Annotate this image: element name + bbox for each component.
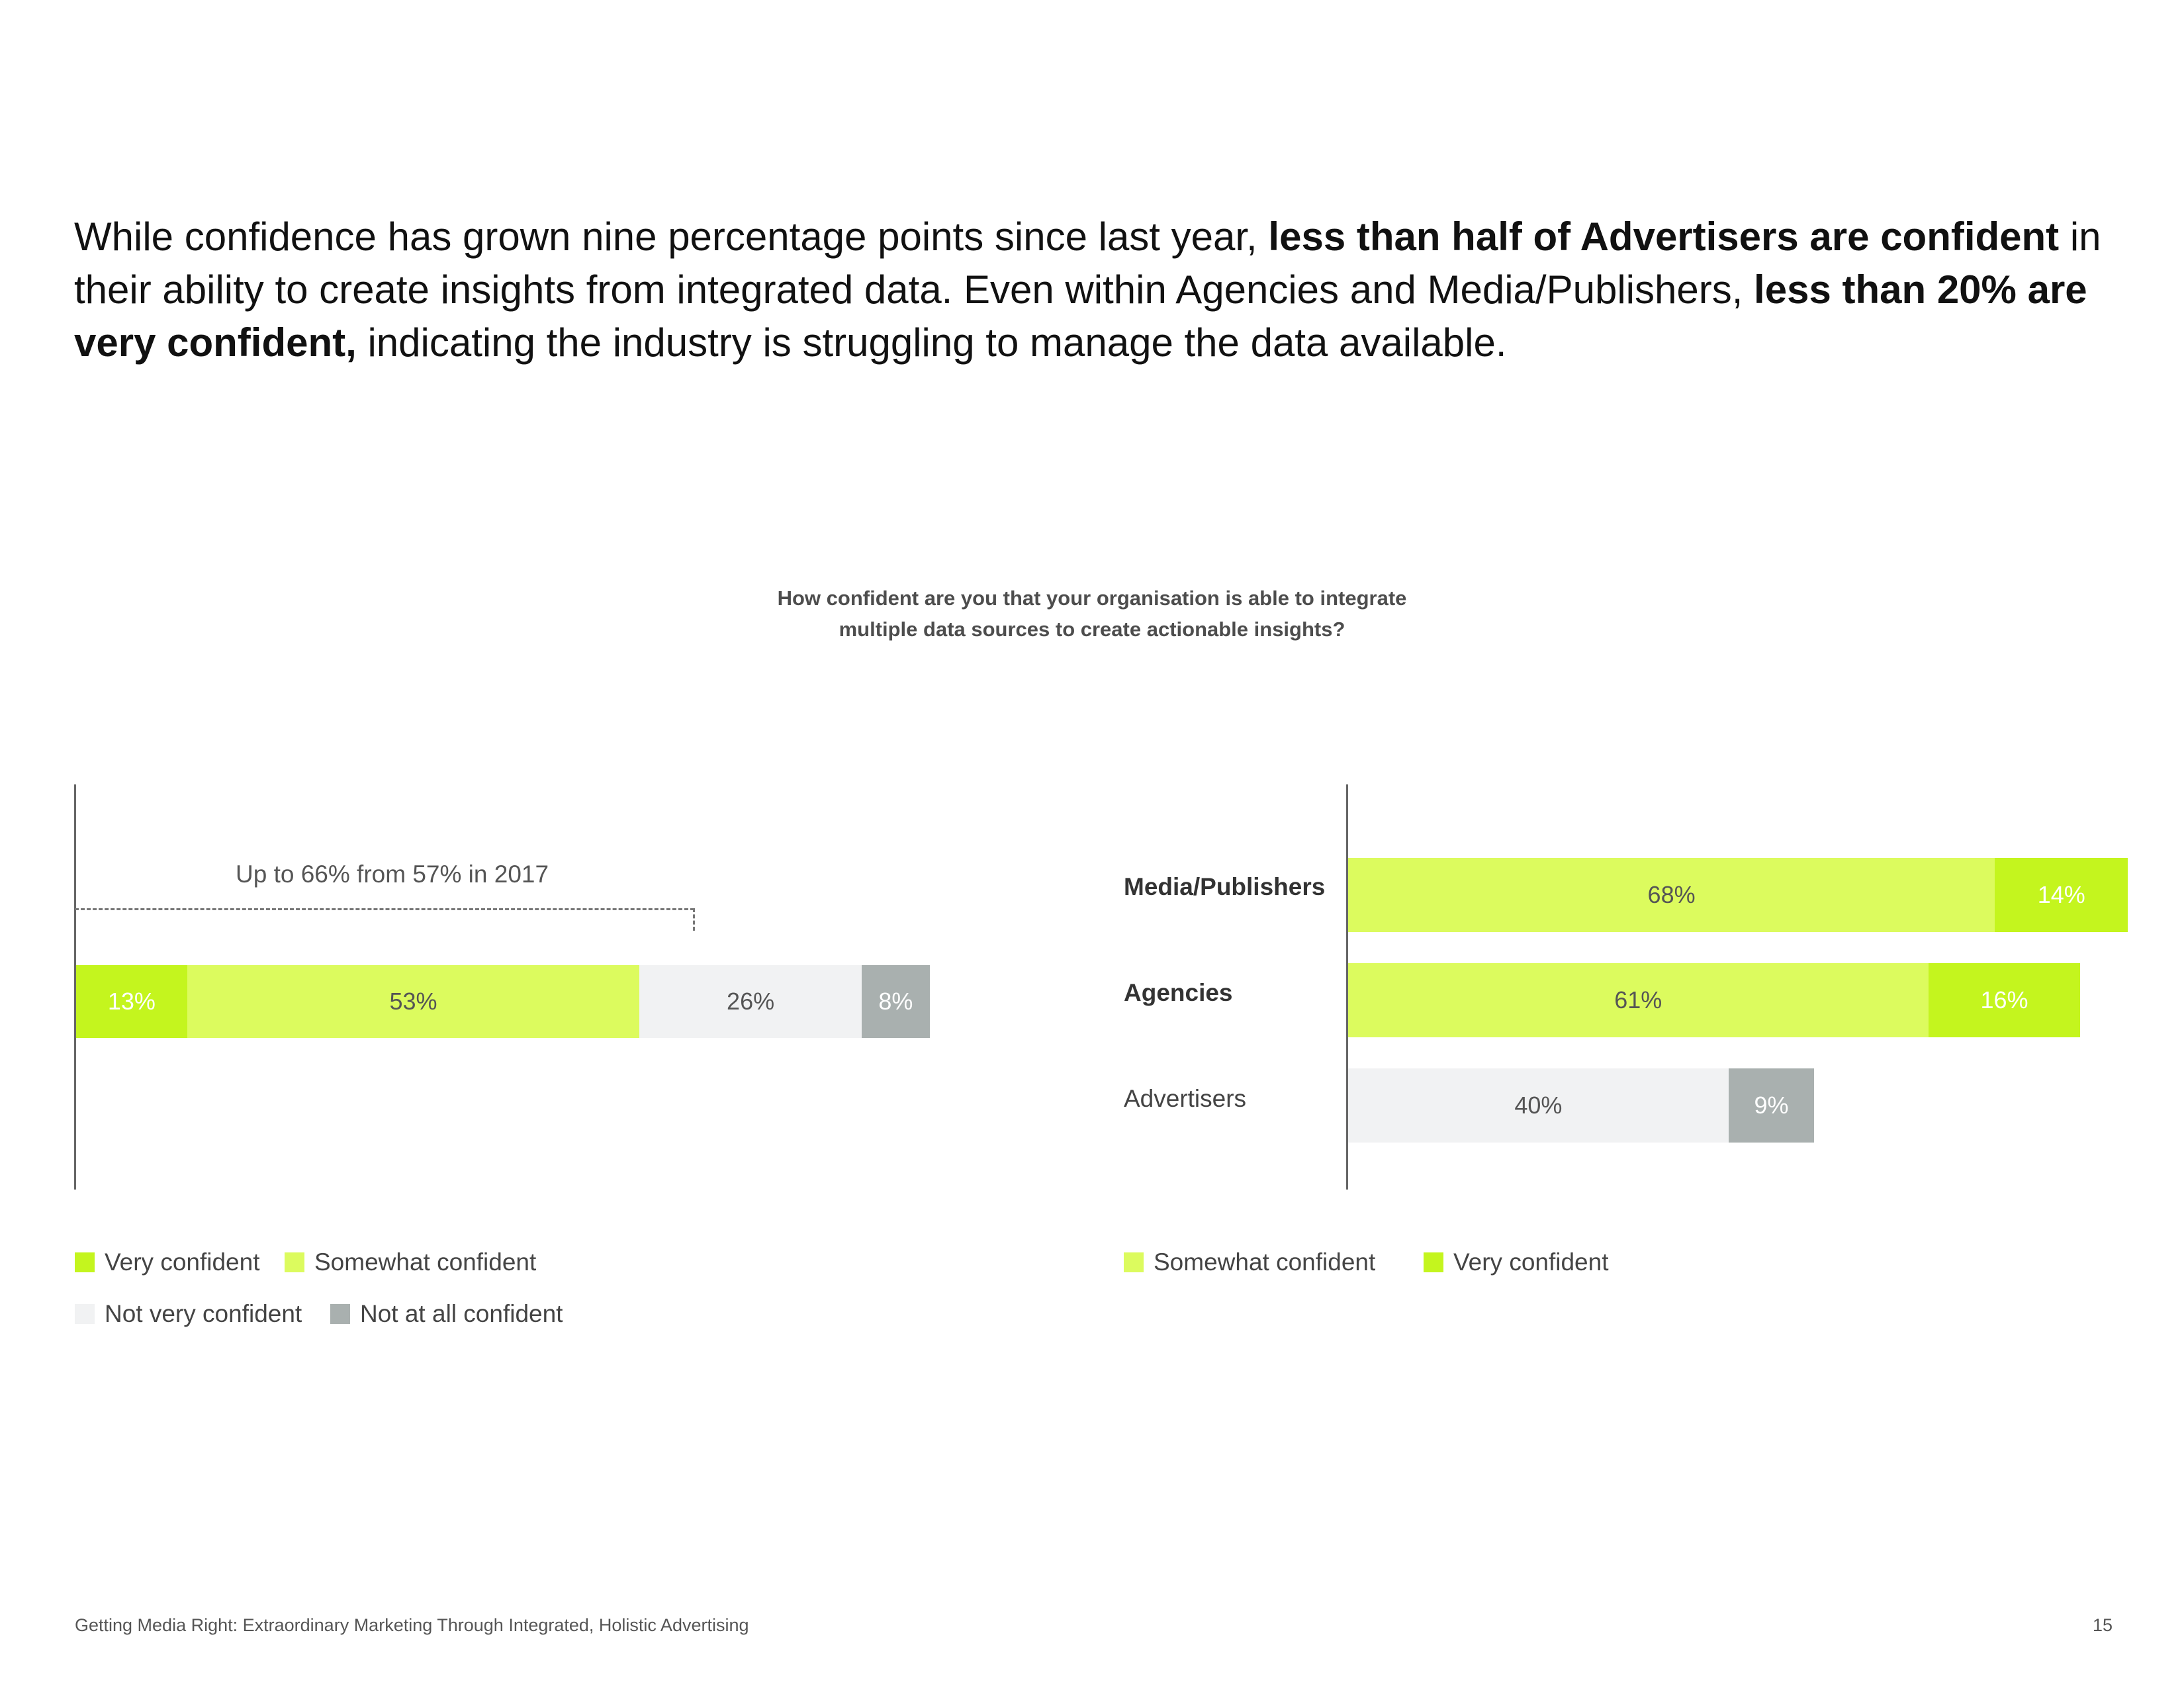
bar-agencies-somewhat-confident: 61% bbox=[1348, 963, 1929, 1037]
bar-media-publishers-very-confident-label: 14% bbox=[2037, 881, 2085, 908]
left-chart-axis bbox=[74, 784, 76, 1190]
legend-label-somewhat-confident: Somewhat confident bbox=[314, 1248, 537, 1276]
headline-text-2: in their ability to create insights from… bbox=[74, 214, 2101, 312]
chart-question-line-1: How confident are you that your organisa… bbox=[777, 586, 1407, 610]
legend-swatch-somewhat-confident bbox=[285, 1252, 304, 1272]
legend-somewhat-confident: Somewhat confident bbox=[285, 1248, 536, 1276]
chart-annotation: Up to 66% from 57% in 2017 bbox=[236, 861, 549, 888]
bar-agencies-very-confident-label: 16% bbox=[1980, 986, 2028, 1013]
chart-question: How confident are you that your organisa… bbox=[0, 583, 2184, 645]
bar-media-publishers-somewhat-confident: 68% bbox=[1348, 858, 1995, 932]
legend-label-very-confident: Very confident bbox=[105, 1248, 260, 1276]
legend-not-at-all-confident: Not at all confident bbox=[330, 1300, 563, 1328]
legend-swatch-not-very-confident bbox=[75, 1304, 95, 1324]
headline-bold-1: less than half of Advertisers are confid… bbox=[1268, 214, 2060, 259]
footer-title: Getting Media Right: Extraordinary Marke… bbox=[75, 1615, 749, 1635]
annotation-bracket-tick bbox=[693, 908, 695, 931]
bar-not-very-confident: 26% bbox=[639, 965, 862, 1038]
headline-text-3: indicating the industry is struggling to… bbox=[356, 320, 1507, 365]
bar-very-confident-label: 13% bbox=[107, 988, 156, 1015]
legend-right-swatch-somewhat-confident bbox=[1124, 1252, 1144, 1272]
bar-media-publishers-somewhat-confident-label: 68% bbox=[1647, 881, 1696, 908]
bar-advertisers-very-confident-label: 9% bbox=[1754, 1092, 1789, 1119]
legend-right-swatch-very-confident bbox=[1424, 1252, 1443, 1272]
page-number: 15 bbox=[2092, 1615, 2113, 1635]
chart-question-line-2: multiple data sources to create actionab… bbox=[839, 618, 1345, 641]
bar-advertisers-very-confident: 9% bbox=[1728, 1068, 1815, 1143]
category-label-advertisers: Advertisers bbox=[1124, 1085, 1247, 1112]
bar-not-at-all-confident: 8% bbox=[861, 965, 930, 1038]
bar-very-confident: 13% bbox=[76, 965, 187, 1038]
headline: While confidence has grown nine percenta… bbox=[74, 211, 2126, 369]
legend-swatch-very-confident bbox=[75, 1252, 95, 1272]
legend-swatch-not-at-all-confident bbox=[330, 1304, 350, 1324]
legend-right-label-very-confident: Very confident bbox=[1453, 1248, 1609, 1276]
legend-right-very-confident: Very confident bbox=[1424, 1248, 1608, 1276]
bar-not-at-all-confident-label: 8% bbox=[878, 988, 913, 1015]
bar-agencies-very-confident: 16% bbox=[1928, 963, 2081, 1037]
legend-right-somewhat-confident: Somewhat confident bbox=[1124, 1248, 1375, 1276]
bar-advertisers-somewhat-confident: 40% bbox=[1348, 1068, 1729, 1143]
legend-not-very-confident: Not very confident bbox=[75, 1300, 302, 1328]
bar-somewhat-confident: 53% bbox=[187, 965, 640, 1038]
category-label-agencies: Agencies bbox=[1124, 979, 1233, 1006]
legend-label-not-very-confident: Not very confident bbox=[105, 1300, 302, 1327]
bar-advertisers-somewhat-confident-label: 40% bbox=[1514, 1092, 1563, 1119]
category-label-media-publishers: Media/Publishers bbox=[1124, 873, 1326, 900]
bar-not-very-confident-label: 26% bbox=[727, 988, 775, 1015]
legend-label-not-at-all-confident: Not at all confident bbox=[360, 1300, 563, 1327]
headline-bold-2: less than 20% are very confident, bbox=[74, 267, 2087, 365]
legend-very-confident: Very confident bbox=[75, 1248, 259, 1276]
bar-agencies-somewhat-confident-label: 61% bbox=[1614, 986, 1662, 1013]
headline-text-1: While confidence has grown nine percenta… bbox=[74, 214, 1269, 259]
right-chart-axis bbox=[1346, 784, 1348, 1190]
bar-media-publishers-very-confident: 14% bbox=[1995, 858, 2128, 932]
annotation-bracket-line bbox=[75, 908, 694, 910]
bar-somewhat-confident-label: 53% bbox=[389, 988, 437, 1015]
legend-right-label-somewhat-confident: Somewhat confident bbox=[1154, 1248, 1376, 1276]
